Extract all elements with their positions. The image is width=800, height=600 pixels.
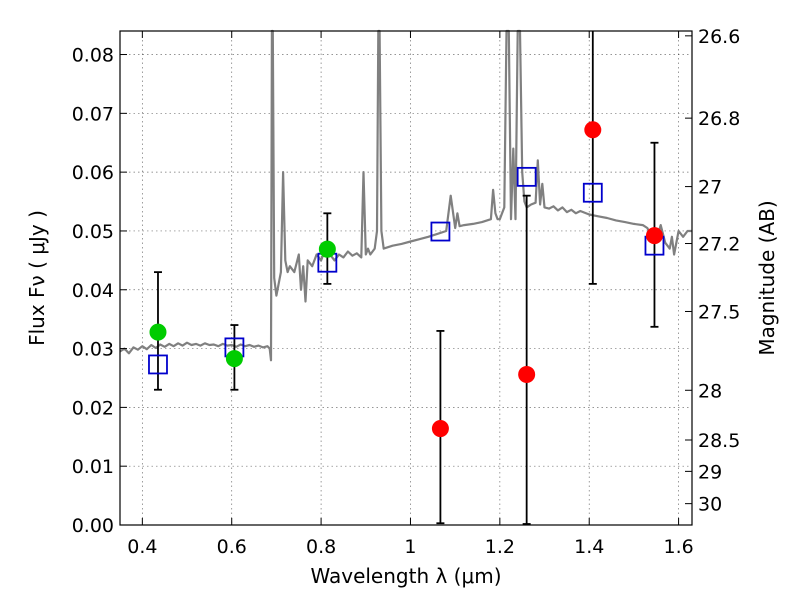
x-tick-label: 0.6 — [217, 536, 247, 558]
red-flux-point — [518, 365, 536, 383]
red-flux-point — [584, 121, 602, 139]
grid — [120, 31, 692, 526]
magnitude-tick-label: 30 — [698, 494, 722, 516]
magnitude-tick-label: 26.8 — [698, 108, 740, 130]
errorbar-layer — [153, 31, 659, 525]
y-tick-label: 0.04 — [72, 280, 114, 302]
model-point — [430, 221, 451, 242]
magnitude-tick-label: 27 — [698, 177, 722, 199]
x-axis-label: Wavelength λ (μm) — [310, 564, 501, 588]
red-flux-point — [645, 227, 663, 245]
photometry-points-layer — [149, 121, 663, 438]
y-tick-label: 0.05 — [72, 221, 114, 243]
magnitude-tick-label: 26.6 — [698, 26, 740, 48]
axis-ticks: 0.4 0.6 0.8 1 1.2 1.4 1.6 0.00 0.01 0.02 0.03 0.04 0… — [72, 26, 741, 558]
y-axis-label: Flux Fν ( μJy ) — [25, 210, 49, 346]
magnitude-tick-label: 28.5 — [698, 430, 740, 452]
x-tick-label: 1.6 — [663, 536, 693, 558]
model-point — [148, 354, 168, 375]
y-tick-label: 0.01 — [72, 456, 114, 478]
x-tick-label: 0.4 — [127, 536, 157, 558]
model-points-layer — [148, 166, 665, 375]
magnitude-tick-label: 29 — [698, 461, 722, 483]
magnitude-tick-label: 28 — [698, 380, 722, 402]
spectrum-line — [119, 29, 692, 362]
detection-point — [318, 240, 336, 258]
detection-point — [149, 323, 167, 341]
y-tick-label: 0.07 — [72, 103, 114, 125]
y-tick-label: 0.03 — [72, 339, 114, 361]
x-tick-label: 1.2 — [485, 536, 515, 558]
y-tick-label: 0.08 — [72, 45, 114, 67]
x-tick-label: 1 — [404, 536, 416, 558]
x-tick-label: 0.8 — [306, 536, 336, 558]
spectrum-layer — [119, 29, 692, 362]
magnitude-tick-label: 27.5 — [698, 301, 740, 323]
magnitude-axis-label: Magnitude (AB) — [755, 200, 779, 355]
y-tick-label: 0.02 — [72, 397, 114, 419]
model-point — [582, 182, 603, 203]
magnitude-tick-label: 27.2 — [698, 234, 740, 256]
red-flux-point — [431, 420, 449, 438]
plot-frame — [119, 30, 693, 526]
y-tick-label: 0.00 — [72, 515, 114, 537]
x-tick-label: 1.4 — [574, 536, 604, 558]
detection-point — [225, 350, 243, 368]
y-tick-label: 0.06 — [72, 162, 114, 184]
model-point — [516, 166, 537, 187]
